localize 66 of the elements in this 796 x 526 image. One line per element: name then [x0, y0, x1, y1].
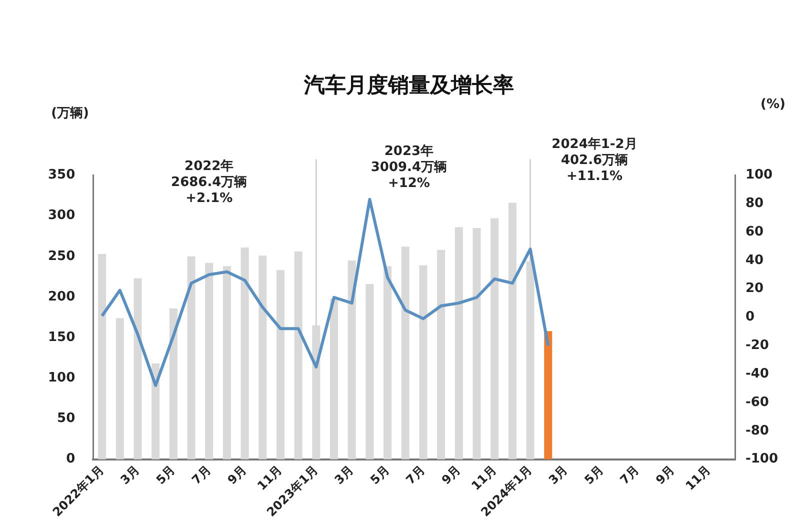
- x-tick-label: 9月: [653, 462, 678, 488]
- bar: [384, 266, 392, 460]
- y2-tick-label: -40: [745, 366, 769, 382]
- y-tick-label: 0: [66, 452, 76, 467]
- y2-tick-label: 20: [745, 281, 764, 296]
- x-tick-label: 5月: [368, 462, 392, 488]
- annotation: 2023年 3009.4万辆 +12%: [370, 144, 448, 191]
- y2-tick-label: -60: [745, 394, 769, 410]
- bar: [454, 227, 463, 460]
- bar: [490, 218, 499, 460]
- annotation: 2024年1-2月 402.6万辆 +11.1%: [552, 136, 638, 184]
- x-tick-label: 11月: [682, 462, 714, 494]
- y2-tick-label: 80: [745, 196, 764, 211]
- y2-tick-label: 40: [745, 252, 764, 268]
- bar: [187, 256, 196, 460]
- x-tick-label: 5月: [153, 462, 178, 488]
- bar: [116, 318, 124, 460]
- bar: [169, 308, 178, 460]
- x-tick-label: 7月: [189, 462, 214, 488]
- y-tick-label: 300: [48, 208, 76, 224]
- bar: [526, 261, 534, 460]
- bar: [152, 364, 160, 460]
- x-tick-label: 3月: [118, 462, 142, 488]
- y-axis-title: (万辆): [51, 106, 89, 121]
- bar: [366, 284, 374, 460]
- x-tick-label: 11月: [254, 462, 285, 494]
- bar: [330, 298, 338, 460]
- y2-tick-label: 0: [745, 310, 755, 325]
- bar: [134, 278, 142, 460]
- bar: [276, 270, 284, 460]
- y2-tick-label: 100: [745, 168, 773, 183]
- x-tick-label: 9月: [224, 462, 250, 488]
- y2-tick-label: 60: [745, 224, 764, 240]
- bar: [294, 252, 302, 460]
- x-tick-label: 5月: [582, 462, 606, 488]
- y-tick-label: 350: [48, 168, 76, 183]
- x-tick-label: 7月: [617, 462, 642, 488]
- y2-tick-label: -100: [745, 452, 778, 467]
- x-tick-label: 11月: [468, 462, 499, 494]
- y-tick-label: 150: [48, 330, 76, 345]
- bar: [348, 260, 356, 460]
- bar: [222, 266, 231, 460]
- x-tick-label: 9月: [438, 462, 464, 488]
- y2-axis-title: (%): [760, 97, 786, 112]
- x-tick-label: 3月: [546, 462, 570, 488]
- bar: [401, 246, 410, 460]
- x-tick-label: 3月: [332, 462, 356, 488]
- bar: [240, 247, 249, 460]
- y-tick-label: 100: [48, 370, 76, 386]
- annotation: 2022年 2686.4万辆 +2.1%: [171, 158, 248, 206]
- bar: [544, 331, 552, 460]
- bar: [508, 202, 516, 460]
- bar: [437, 250, 446, 460]
- chart-title: 汽车月度销量及增长率: [303, 73, 514, 98]
- bar: [472, 228, 481, 460]
- x-tick-label: 7月: [403, 462, 428, 488]
- bar: [98, 254, 106, 460]
- bar: [205, 262, 214, 460]
- bar: [312, 325, 320, 460]
- y2-tick-label: -80: [745, 423, 769, 438]
- bar: [258, 256, 267, 460]
- bar: [419, 265, 428, 460]
- y-tick-label: 250: [48, 248, 76, 264]
- y-tick-label: 50: [57, 411, 76, 426]
- y2-tick-label: -20: [745, 338, 769, 354]
- y-tick-label: 200: [48, 289, 76, 304]
